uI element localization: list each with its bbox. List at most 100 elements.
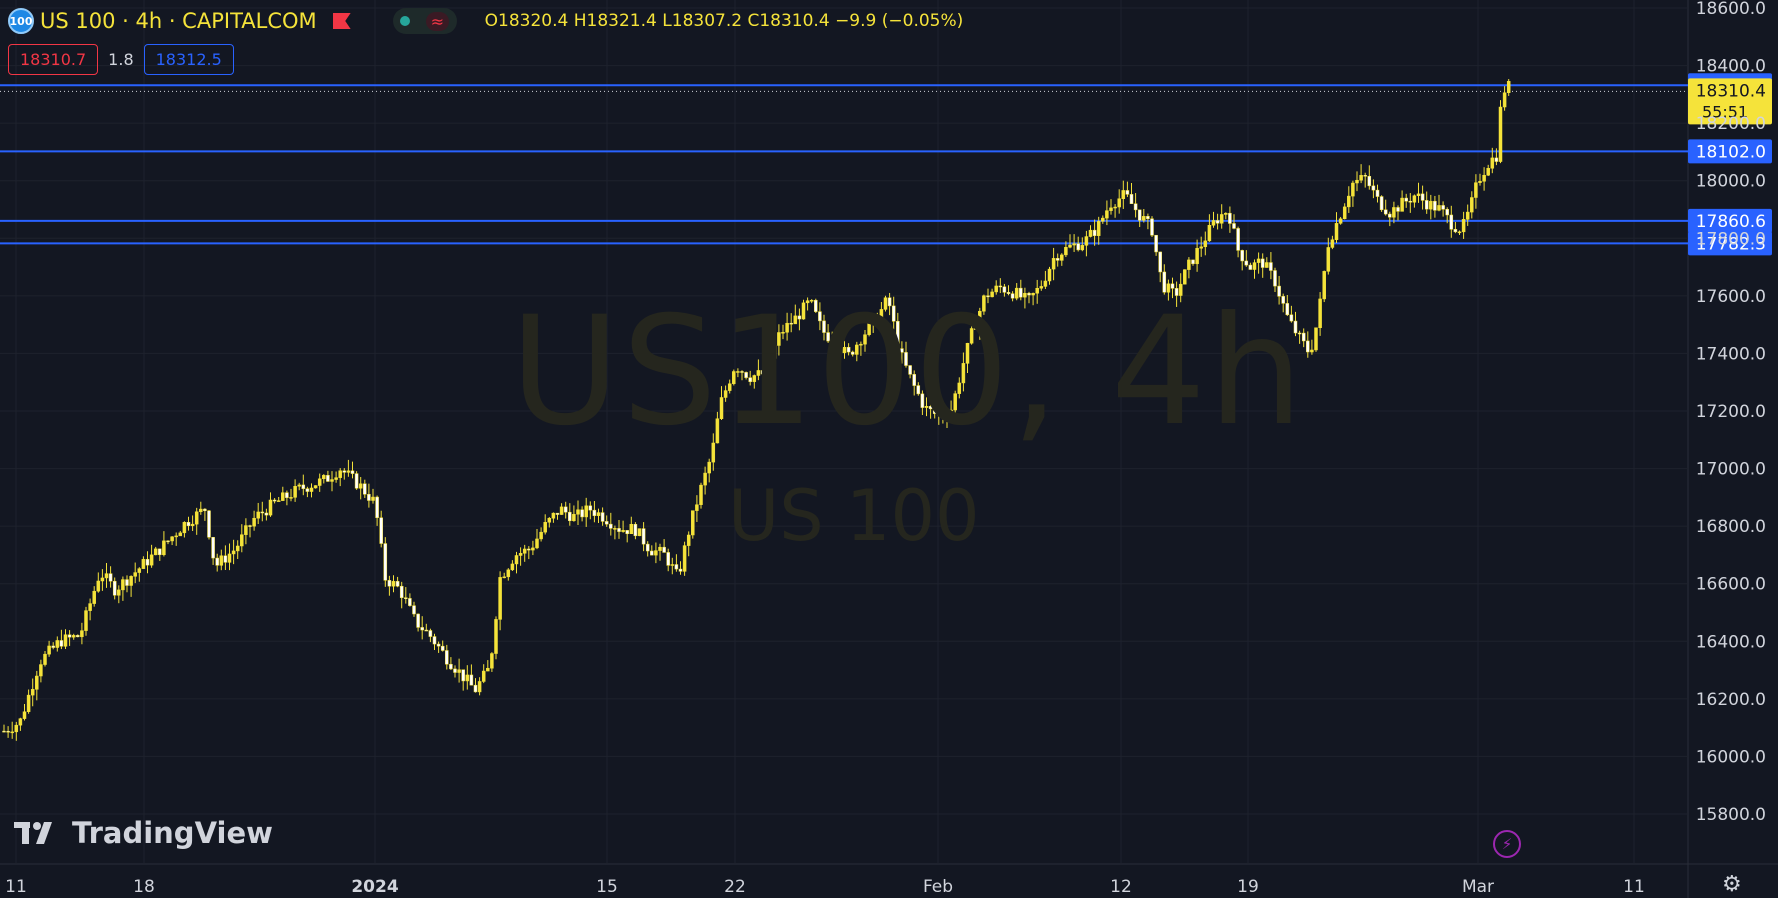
candle bbox=[162, 531, 166, 557]
candle-body bbox=[514, 555, 519, 565]
candle-body bbox=[1441, 205, 1445, 210]
candle bbox=[1232, 214, 1236, 230]
candle bbox=[1084, 230, 1089, 257]
candle bbox=[1248, 262, 1253, 270]
candle-body bbox=[481, 670, 486, 682]
candle bbox=[1424, 191, 1429, 214]
candle-body bbox=[1232, 223, 1236, 229]
candle-body bbox=[1105, 210, 1109, 219]
candle-body bbox=[473, 684, 478, 693]
candle-body bbox=[1023, 292, 1027, 298]
candle bbox=[1121, 180, 1126, 209]
candle-body bbox=[695, 504, 699, 511]
candle-body bbox=[1014, 287, 1019, 299]
candle bbox=[305, 486, 310, 498]
candle-body bbox=[957, 382, 962, 394]
candle bbox=[609, 512, 613, 536]
price-axis[interactable]: 15800.0 16000.0 16200.0 16400.0 16600.0 16800… bbox=[1696, 0, 1766, 825]
candle bbox=[1076, 236, 1080, 252]
candle-body bbox=[535, 538, 539, 549]
candle-body bbox=[272, 499, 277, 502]
candle-body bbox=[363, 483, 367, 495]
candle bbox=[600, 507, 605, 526]
flag-icon[interactable] bbox=[332, 13, 351, 29]
candle bbox=[379, 510, 383, 548]
settings-icon[interactable]: ⚙ bbox=[1722, 872, 1742, 897]
candle-body bbox=[219, 555, 224, 566]
candle bbox=[1293, 311, 1298, 337]
candle-body bbox=[752, 375, 757, 382]
candle bbox=[1326, 237, 1331, 275]
candle-body bbox=[1166, 283, 1171, 293]
candle bbox=[240, 524, 244, 553]
tradingview-logo[interactable]: TradingView bbox=[14, 816, 273, 850]
candle bbox=[1351, 180, 1355, 207]
lightning-icon[interactable]: ⚡ bbox=[1493, 830, 1521, 858]
candle bbox=[1158, 251, 1162, 283]
candle bbox=[137, 567, 142, 582]
candle-body bbox=[1178, 283, 1183, 296]
time-axis[interactable]: 11 18 2024 15 22 Feb 12 19 Mar 11 bbox=[5, 877, 1645, 897]
candle-body bbox=[203, 508, 207, 512]
candle-body bbox=[719, 397, 724, 419]
candle-body bbox=[350, 470, 355, 474]
candle bbox=[469, 664, 474, 686]
candle bbox=[732, 369, 736, 386]
candle bbox=[223, 545, 228, 571]
candle-body bbox=[1301, 332, 1306, 342]
candle bbox=[654, 542, 658, 564]
last-price-label: 18310.4 bbox=[1696, 81, 1766, 101]
candle bbox=[104, 562, 109, 588]
candle-body bbox=[1383, 209, 1388, 215]
candle bbox=[39, 659, 43, 683]
candle-body bbox=[449, 663, 453, 670]
price-line-label: 18102.0 bbox=[1696, 142, 1766, 162]
candle bbox=[1203, 231, 1208, 256]
candle-body bbox=[1478, 181, 1482, 183]
candle-body bbox=[342, 470, 347, 473]
price-tick-label: 17200.0 bbox=[1696, 402, 1766, 422]
candle bbox=[744, 371, 748, 380]
time-tick-label: 11 bbox=[1623, 877, 1645, 897]
sell-button[interactable]: 18310.7 bbox=[8, 44, 99, 75]
symbol-title[interactable]: US 100 · 4h · CAPITALCOM bbox=[40, 9, 317, 33]
candle bbox=[494, 616, 498, 660]
candle-body bbox=[666, 552, 670, 566]
candle-body bbox=[1310, 349, 1314, 353]
candle-body bbox=[846, 346, 851, 353]
candle-body bbox=[1129, 194, 1134, 204]
price-tick-label: 16400.0 bbox=[1696, 632, 1766, 652]
candle-body bbox=[641, 528, 646, 545]
candle-body bbox=[182, 522, 187, 534]
candle-body bbox=[166, 540, 170, 543]
candle-body bbox=[814, 300, 818, 312]
candle-body bbox=[1060, 254, 1064, 261]
candle-body bbox=[445, 650, 449, 665]
candle-body bbox=[998, 285, 1003, 288]
candle bbox=[256, 502, 260, 525]
candle bbox=[859, 341, 863, 356]
candle bbox=[1051, 247, 1056, 281]
candle-body bbox=[863, 334, 867, 345]
candle-body bbox=[1199, 246, 1203, 249]
candle bbox=[580, 506, 584, 522]
buy-button[interactable]: 18312.5 bbox=[143, 44, 234, 75]
candle-body bbox=[760, 370, 765, 375]
candle bbox=[235, 540, 240, 560]
candle-body bbox=[801, 302, 806, 320]
candle-body bbox=[80, 630, 84, 638]
candle-body bbox=[1433, 200, 1437, 211]
candle-body bbox=[1183, 269, 1187, 285]
candle bbox=[1465, 204, 1470, 226]
candle bbox=[1363, 172, 1367, 188]
candle-body bbox=[1133, 203, 1138, 211]
candle-body bbox=[982, 295, 986, 312]
candle-body bbox=[1490, 157, 1495, 169]
candle-body bbox=[387, 580, 392, 587]
status-pill[interactable]: ≈ bbox=[392, 8, 457, 34]
candle bbox=[211, 536, 215, 565]
candle-body bbox=[1064, 247, 1068, 256]
